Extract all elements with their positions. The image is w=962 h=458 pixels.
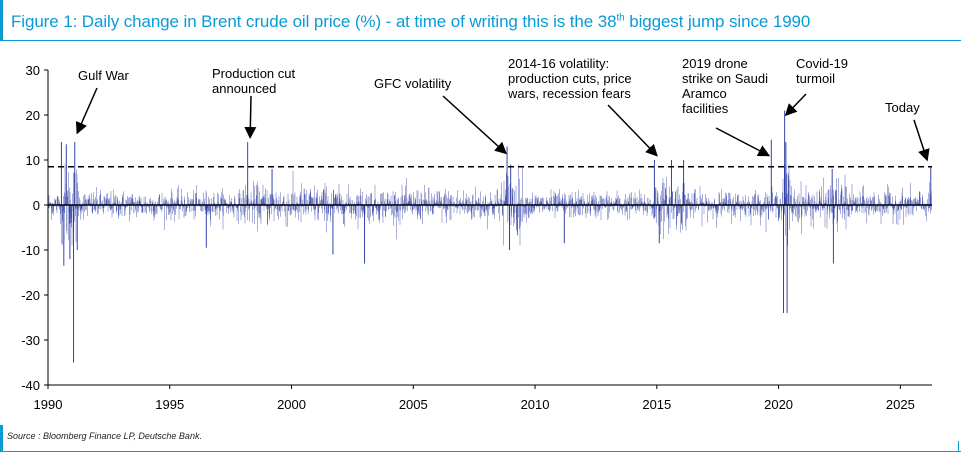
- x-tick-label: 1995: [155, 397, 184, 412]
- annotation-label: Production cut: [212, 66, 295, 81]
- y-tick-label: -20: [21, 288, 40, 303]
- annotation-label: production cuts, price: [508, 71, 632, 86]
- footer-bar: Source : Bloomberg Finance LP, Deutsche …: [0, 425, 961, 452]
- x-tick-label: 2005: [399, 397, 428, 412]
- annotation-label: wars, recession fears: [507, 86, 631, 101]
- x-tick-label: 2015: [642, 397, 671, 412]
- annotation-label: Covid-19: [796, 56, 848, 71]
- annotation-arrow: [913, 119, 930, 162]
- annotation-label: Gulf War: [78, 68, 129, 83]
- annotation-label: 2019 drone: [682, 56, 748, 71]
- annotation-arrow: [715, 127, 771, 157]
- y-tick-label: 10: [26, 153, 40, 168]
- y-tick-label: 0: [33, 198, 40, 213]
- annotation-label: GFC volatility: [374, 76, 452, 91]
- y-tick-label: -40: [21, 378, 40, 393]
- x-tick-label: 2020: [764, 397, 793, 412]
- annotation-label: facilities: [682, 101, 729, 116]
- annotation-label: turmoil: [796, 71, 835, 86]
- y-tick-label: -10: [21, 243, 40, 258]
- annotation-label: 2014-16 volatility:: [508, 56, 609, 71]
- title-bar: Figure 1: Daily change in Brent crude oi…: [0, 0, 961, 41]
- daily-change-series: [47, 110, 932, 363]
- annotation-arrow: [607, 104, 658, 157]
- annotation-label: Aramco: [682, 86, 727, 101]
- x-tick-label: 1990: [34, 397, 63, 412]
- x-tick-label: 2010: [521, 397, 550, 412]
- annotation-arrow: [75, 87, 98, 135]
- y-tick-label: 20: [26, 108, 40, 123]
- x-tick-label: 2000: [277, 397, 306, 412]
- annotation-label: announced: [212, 81, 276, 96]
- footer-corner: [958, 441, 959, 451]
- y-tick-label: -30: [21, 333, 40, 348]
- x-tick-label: 2025: [886, 397, 915, 412]
- source-note: Source : Bloomberg Finance LP, Deutsche …: [7, 431, 202, 441]
- y-tick-label: 30: [26, 63, 40, 78]
- annotation-arrow: [442, 95, 507, 155]
- annotation-arrow: [244, 95, 257, 139]
- annotation-arrow: [784, 93, 807, 117]
- chart-title: Figure 1: Daily change in Brent crude oi…: [11, 12, 811, 31]
- annotation-label: strike on Saudi: [682, 71, 768, 86]
- annotation-label: Today: [885, 100, 920, 115]
